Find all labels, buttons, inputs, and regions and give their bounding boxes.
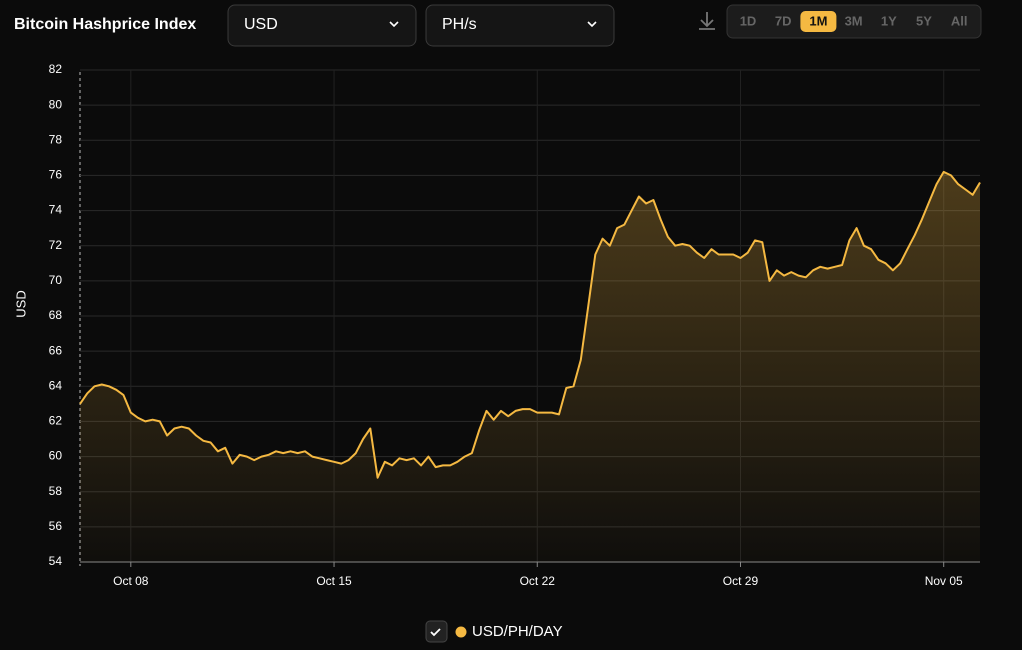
x-tick-label: Oct 08 [113, 574, 149, 588]
currency-value: USD [244, 16, 278, 33]
y-tick-label: 66 [49, 343, 63, 357]
range-button[interactable]: All [951, 13, 968, 28]
range-button[interactable]: 5Y [916, 13, 932, 28]
range-button[interactable]: 1Y [881, 13, 897, 28]
y-tick-label: 70 [49, 273, 63, 287]
currency-select[interactable] [227, 4, 417, 47]
y-tick-label: 80 [49, 97, 63, 111]
y-tick-label: 56 [49, 519, 63, 533]
chevron [587, 21, 597, 28]
y-axis-label: USD [13, 290, 28, 317]
unit-value: PH/s [442, 16, 477, 33]
range-active [800, 11, 837, 32]
check [430, 628, 441, 637]
x-tick-label: Oct 15 [316, 574, 352, 588]
range-button[interactable]: 3M [845, 13, 863, 28]
unit-select[interactable] [425, 4, 615, 47]
range-button[interactable]: 7D [775, 13, 792, 28]
x-tick-label: Oct 29 [723, 574, 759, 588]
y-tick-label: 58 [49, 484, 63, 498]
x-tick-label: Oct 22 [520, 574, 556, 588]
y-tick-label: 60 [49, 449, 63, 463]
y-tick-label: 76 [49, 168, 63, 182]
y-tick-label: 82 [49, 62, 63, 76]
x-tick-label: Nov 05 [925, 574, 963, 588]
area [80, 171, 980, 562]
y-tick-label: 62 [49, 414, 63, 428]
title: Bitcoin Hashprice Index [14, 16, 196, 33]
y-tick-label: 78 [49, 132, 63, 146]
range-button[interactable]: 1D [740, 13, 757, 28]
y-tick-label: 74 [49, 203, 63, 217]
chevron [389, 21, 399, 28]
y-tick-label: 72 [49, 238, 63, 252]
range-button[interactable]: 1M [809, 13, 827, 28]
line [79, 170, 981, 479]
range-group [726, 4, 982, 39]
y-tick-label: 64 [49, 378, 63, 392]
download-button[interactable] [699, 12, 715, 30]
legend-swatch [455, 626, 467, 638]
y-tick-label: 68 [49, 308, 63, 322]
y-tick-label: 54 [49, 554, 63, 568]
legend-label: USD/PH/DAY [472, 623, 563, 640]
